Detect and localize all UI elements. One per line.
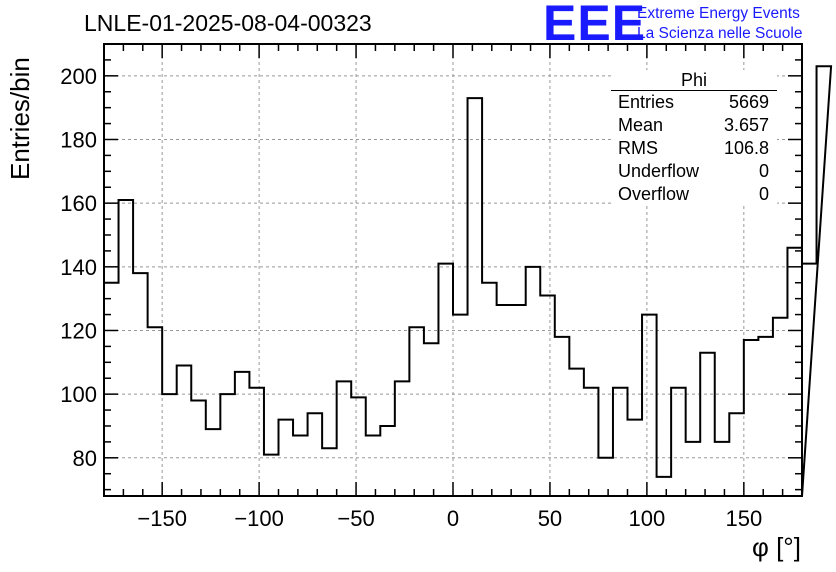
y-axis-label: Entries/bin [5,57,35,180]
logo-caption-line2: La Scienza nelle Scuole [637,25,803,42]
stats-value: 106.8 [723,138,769,158]
eee-logo: EEE [543,0,647,51]
y-tick-label: 160 [60,191,97,216]
stats-label: RMS [618,138,658,158]
x-tick-label: 100 [629,506,666,531]
y-tick-label: 200 [60,64,97,89]
histogram-line [103,65,833,497]
x-tick-label: 0 [447,506,459,531]
stats-label: Overflow [618,184,690,204]
stats-row-mean: Mean 3.657 [611,114,777,137]
y-tick-label: 120 [60,318,97,343]
y-tick-label: 100 [60,382,97,407]
stats-row-overflow: Overflow 0 [611,183,777,206]
stats-label: Entries [618,92,675,112]
tick-labels: −150 −100 −50 0 50 100 150 80 100 120 140 160 180 200 [60,64,762,531]
logo-caption-line1: Extreme Energy Events [637,5,800,22]
stats-label: Underflow [618,161,700,181]
stats-title: Phi [611,70,777,91]
x-tick-label: 50 [538,506,562,531]
stats-row-rms: RMS 106.8 [611,137,777,160]
stats-value: 0 [758,161,769,181]
axis-ticks [103,43,803,496]
stats-box: Phi Entries 5669 Mean 3.657 RMS 106.8 Un… [611,70,777,206]
stats-label: Mean [618,115,664,135]
stats-value: 0 [758,184,769,204]
y-tick-label: 80 [73,446,97,471]
logo-caption: Extreme Energy Events La Scienza nelle S… [637,4,802,44]
x-axis-label: φ [°] [752,532,801,562]
y-tick-label: 140 [60,255,97,280]
y-tick-label: 180 [60,127,97,152]
chart-title: LNLE-01-2025-08-04-00323 [84,10,372,36]
stats-value: 5669 [728,92,769,112]
plot-frame [103,43,803,497]
x-tick-label: −50 [337,506,374,531]
stats-row-entries: Entries 5669 [611,91,777,114]
stats-value: 3.657 [723,115,769,135]
x-tick-label: 150 [725,506,762,531]
stats-row-underflow: Underflow 0 [611,160,777,183]
x-tick-label: −100 [234,506,284,531]
x-tick-label: −150 [137,506,187,531]
